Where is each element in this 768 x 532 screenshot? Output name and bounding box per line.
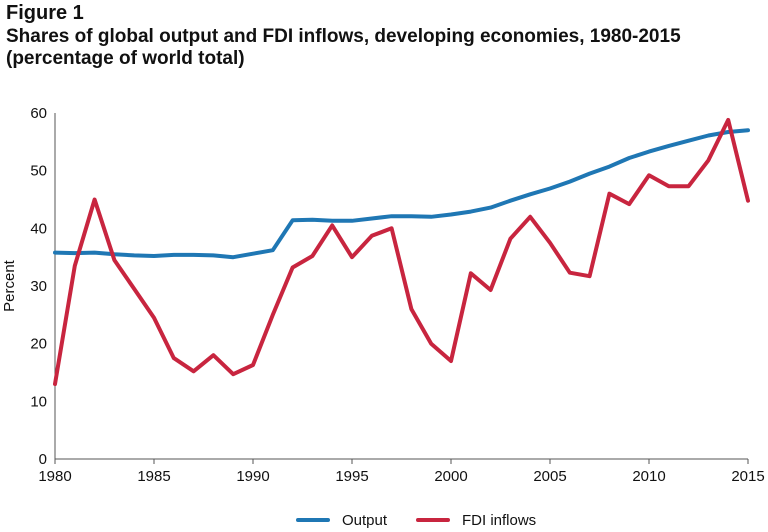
x-tick-label: 1990 (236, 468, 269, 485)
chart-subtitle: (percentage of world total) (6, 48, 245, 69)
series-line-fdi-inflows (53, 117, 750, 386)
chart-title: Shares of global output and FDI inflows,… (6, 26, 681, 47)
y-tick-label: 0 (39, 451, 47, 468)
y-tick-label: 10 (30, 393, 47, 410)
series-line-output (53, 128, 750, 260)
legend-label: Output (342, 512, 388, 529)
y-tick-label: 40 (30, 220, 47, 237)
y-axis-title: Percent (1, 259, 18, 312)
x-tick-label: 2000 (434, 468, 467, 485)
series-lines (53, 117, 750, 386)
x-tick-label: 2005 (533, 468, 566, 485)
figure-label: Figure 1 (6, 2, 84, 24)
legend-label: FDI inflows (462, 512, 536, 529)
y-tick-label: 60 (30, 105, 47, 122)
legend: Output FDI inflows (296, 512, 536, 529)
x-tick-label: 1995 (335, 468, 368, 485)
y-tick-label: 30 (30, 278, 47, 295)
y-tick-label: 20 (30, 336, 47, 353)
x-tick-label: 2010 (632, 468, 665, 485)
x-tick-label: 1980 (38, 468, 71, 485)
axes: 0 10 20 30 40 50 60 1980 1985 1990 1995 2000 2005 201… (1, 105, 765, 485)
x-tick-label: 2015 (731, 468, 764, 485)
y-tick-label: 50 (30, 163, 47, 180)
x-tick-label: 1985 (137, 468, 170, 485)
